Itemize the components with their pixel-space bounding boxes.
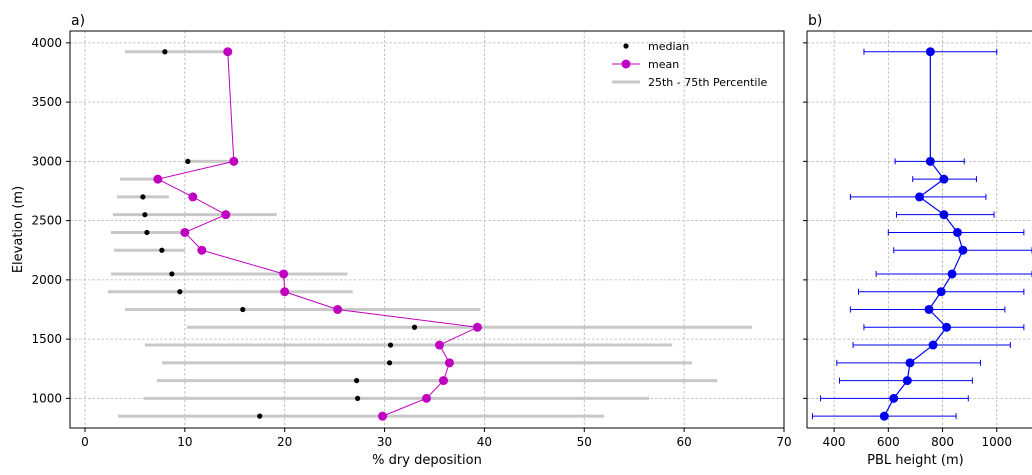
median-point [411,324,418,330]
y-tick-label: 3500 [31,95,62,109]
x-tick-label: 600 [877,435,900,449]
y-tick-label: 3000 [31,154,62,168]
median-point [144,229,150,236]
median-point [240,306,246,313]
mean-point [279,269,289,279]
median-point [159,247,165,253]
mean-point [434,340,444,350]
x-tick-label: 1000 [981,435,1012,449]
plot-frame-a [69,30,785,429]
y-tick-label: 2500 [31,214,62,228]
pbl-point [939,174,949,184]
x-tick-label: 30 [377,435,392,449]
pbl-point [952,227,962,237]
pbl-point [925,156,935,166]
mean-point [333,304,343,314]
legend: median mean 25th - 75th Percentile [612,40,768,89]
pbl-point [928,340,938,350]
y-tick-label: 1500 [31,332,62,346]
legend-median-marker [623,43,629,49]
median-point [142,212,148,218]
panel-a: 0 10 20 30 40 50 60 70 1000 1500 2000 2500 3000 3500 4… [11,13,792,468]
legend-median-label: median [648,40,689,53]
x-axis-label: PBL height (m) [867,453,964,468]
x-tick-label: 400 [823,435,846,449]
mean-point [444,358,454,368]
median-point [257,413,263,419]
mean-point [422,393,432,403]
legend-percentile-label: 25th - 75th Percentile [648,76,768,89]
median-point [386,360,393,366]
pbl-point [958,245,968,255]
y-tick-label: 1000 [31,391,62,405]
pbl-line [883,51,964,417]
panel-b: 400 600 800 1000 PBL height (m) b) [803,13,1032,468]
pbl-point [915,192,924,202]
median-point [353,377,360,384]
pbl-point [947,269,957,279]
pbl-point [942,322,952,332]
median-point [387,342,394,348]
mean-point [153,174,163,184]
mean-point [221,210,231,220]
x-tick-label: 0 [81,435,89,449]
mean-point [180,227,190,237]
x-tick-label: 10 [177,435,192,449]
median-point [140,194,146,200]
mean-point [197,245,207,255]
pbl-point [925,47,935,57]
pbl-point [936,287,946,297]
pbl-point [924,304,934,314]
pbl-point [905,358,915,368]
x-tick-label: 40 [477,435,492,449]
median-point [185,158,191,164]
mean-point [188,192,198,202]
y-axis-label: Elevation (m) [11,186,26,273]
legend-mean-marker [621,59,631,69]
x-tick-label: 70 [776,435,791,449]
x-tick-label: 50 [577,435,592,449]
pbl-point [939,210,949,220]
median-point [169,271,175,277]
mean-line [156,51,480,417]
pbl-point [879,411,889,421]
legend-mean-label: mean [648,58,679,71]
median-point [354,395,361,401]
panel-label-b: b) [808,13,822,29]
median-point [162,49,168,55]
mean-point [472,322,482,332]
mean-point [223,47,233,57]
pbl-point [902,376,912,386]
mean-point [438,376,448,386]
median-point [177,289,183,295]
pbl-point [889,393,899,403]
x-tick-label: 800 [931,435,954,449]
y-tick-label: 2000 [31,273,62,287]
x-tick-label: 60 [676,435,691,449]
mean-point [229,156,239,166]
y-tick-label: 4000 [31,36,62,50]
x-tick-label: 20 [277,435,292,449]
mean-point [378,411,388,421]
panel-label-a: a) [71,13,85,29]
x-axis-label: % dry deposition [372,453,482,468]
mean-point [280,287,290,297]
